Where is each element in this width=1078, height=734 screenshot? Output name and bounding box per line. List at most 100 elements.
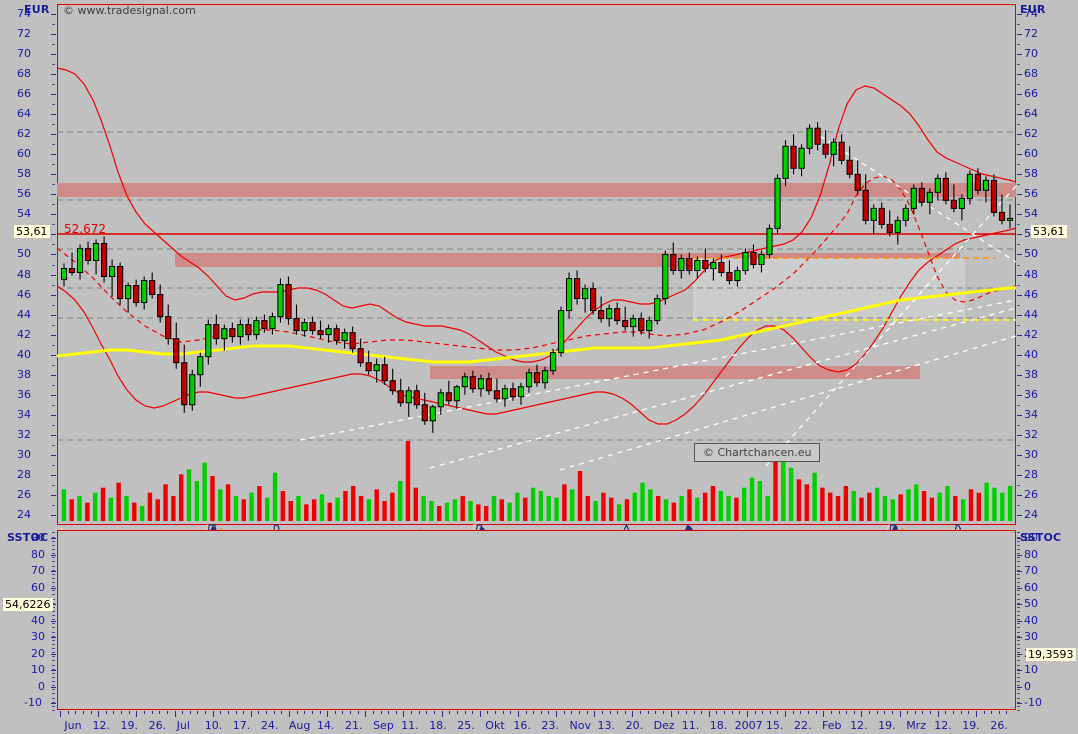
x-axis-label-18: 18. bbox=[709, 719, 728, 732]
volume-bar bbox=[538, 491, 544, 521]
volume-bar bbox=[444, 502, 450, 521]
price-tick-68-right: 68 bbox=[1024, 67, 1038, 81]
sstoc-minor-tick bbox=[1017, 623, 1020, 625]
candle-body bbox=[982, 179, 990, 191]
candle-body bbox=[630, 318, 637, 328]
candle-body bbox=[614, 308, 621, 322]
candle-body bbox=[798, 147, 805, 169]
price-tick-36-left: 36 bbox=[17, 387, 31, 401]
price-minor-tick bbox=[1017, 24, 1020, 26]
candle-body bbox=[68, 268, 76, 274]
volume-bar bbox=[413, 487, 418, 521]
volume-bar bbox=[186, 469, 192, 521]
candle-body bbox=[173, 338, 180, 364]
sstoc-tickmark bbox=[1017, 703, 1022, 705]
volume-bar bbox=[671, 502, 677, 521]
x-axis-tickmark bbox=[823, 711, 825, 717]
x-axis-tickmark bbox=[403, 711, 405, 717]
volume-bar bbox=[546, 496, 551, 521]
x-axis-tickmark bbox=[357, 711, 359, 714]
x-axis-tickmark bbox=[327, 711, 329, 717]
candle-body bbox=[381, 364, 388, 382]
price-minor-tick bbox=[52, 244, 55, 246]
volume-bar bbox=[69, 499, 74, 521]
bollinger-upper-band bbox=[56, 67, 1017, 363]
sstoc-tick-60-right: 60 bbox=[1024, 580, 1038, 594]
candle-body bbox=[998, 211, 1006, 221]
sstoc-tick-30-left: 30 bbox=[31, 630, 45, 644]
x-axis-tickmark bbox=[212, 711, 214, 717]
candle-body bbox=[133, 285, 140, 304]
sstoc-tickmark bbox=[51, 587, 56, 589]
candle-body bbox=[469, 376, 476, 390]
price-minor-tick bbox=[52, 274, 55, 276]
price-minor-tick bbox=[52, 334, 55, 336]
price-minor-tick bbox=[52, 184, 55, 186]
x-axis-label-24: 24. bbox=[260, 719, 279, 732]
candle-body bbox=[237, 324, 244, 338]
volume-bar bbox=[257, 486, 262, 521]
sstoc-minor-tick bbox=[1017, 660, 1020, 662]
candle-body bbox=[76, 247, 84, 274]
price-minor-tick bbox=[52, 294, 55, 296]
candle-body bbox=[109, 266, 116, 278]
price-tick-74-right: 74 bbox=[1024, 7, 1038, 21]
sstoc-minor-tick bbox=[52, 681, 55, 683]
x-axis-tickmark bbox=[991, 711, 993, 714]
x-axis-label-11: 11. bbox=[681, 719, 700, 732]
x-axis-tickmark bbox=[105, 711, 107, 714]
volume-bar bbox=[397, 481, 403, 521]
price-minor-tick bbox=[52, 344, 55, 346]
sstoc-tickmark bbox=[1017, 637, 1022, 639]
x-axis-tickmark bbox=[601, 711, 603, 714]
price-tick-48-right: 48 bbox=[1024, 267, 1038, 281]
x-axis-tickmark bbox=[67, 711, 69, 714]
sstoc-minor-tick bbox=[52, 553, 55, 555]
price-minor-tick bbox=[1017, 134, 1020, 136]
volume-bar bbox=[92, 492, 98, 521]
candle-body bbox=[854, 173, 861, 191]
candle-body bbox=[710, 261, 717, 270]
x-axis-label-16: 16. bbox=[513, 719, 531, 732]
x-axis-tickmark bbox=[693, 711, 695, 714]
volume-bar bbox=[343, 491, 348, 521]
volume-bar bbox=[421, 496, 426, 521]
volume-bar bbox=[874, 487, 880, 521]
price-minor-tick bbox=[52, 74, 55, 76]
price-minor-tick bbox=[1017, 54, 1020, 56]
volume-bar bbox=[882, 496, 888, 521]
price-tick-40-left: 40 bbox=[17, 347, 31, 361]
x-axis-tickmark bbox=[472, 711, 474, 714]
candle-body bbox=[758, 253, 765, 266]
candle-body bbox=[493, 390, 501, 400]
x-axis-tickmark bbox=[197, 711, 199, 714]
sstoc-minor-tick bbox=[52, 590, 55, 592]
volume-bar bbox=[523, 497, 528, 521]
consolidation-box bbox=[693, 258, 965, 320]
x-axis-tickmark bbox=[304, 711, 306, 714]
price-tick-30-left: 30 bbox=[17, 447, 31, 461]
price-minor-tick bbox=[1017, 434, 1020, 436]
sstoc-minor-tick bbox=[52, 648, 55, 650]
sstoc-panel bbox=[57, 530, 1016, 710]
price-minor-tick bbox=[1017, 384, 1020, 386]
price-minor-tick bbox=[52, 434, 55, 436]
candle-body bbox=[285, 284, 292, 320]
candle-body bbox=[606, 308, 613, 320]
x-axis-tickmark bbox=[594, 711, 596, 717]
sstoc-tickmark bbox=[1017, 538, 1022, 540]
volume-bar bbox=[225, 484, 231, 521]
price-minor-tick bbox=[1017, 194, 1020, 196]
sstoc-minor-tick bbox=[1017, 685, 1020, 687]
candle-body bbox=[461, 376, 468, 388]
candle-body bbox=[950, 199, 957, 209]
price-minor-tick bbox=[1017, 294, 1020, 296]
candle-body bbox=[750, 251, 757, 266]
volume-bar bbox=[788, 467, 794, 521]
x-axis-tickmark bbox=[60, 711, 61, 717]
x-axis-tickmark bbox=[922, 711, 924, 714]
candle-body bbox=[413, 390, 420, 406]
sstoc-tick-60-left: 60 bbox=[31, 580, 45, 594]
sstoc-minor-tick bbox=[1017, 544, 1020, 546]
price-minor-tick bbox=[1017, 404, 1020, 406]
